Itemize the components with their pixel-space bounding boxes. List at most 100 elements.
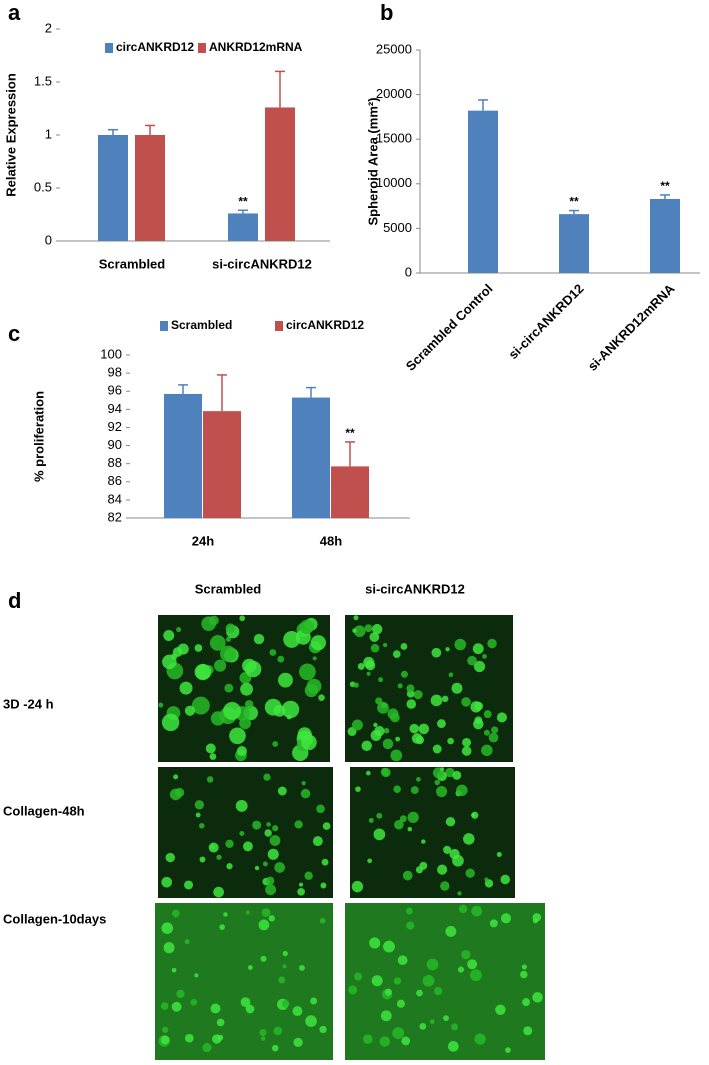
panel-label: a (8, 0, 21, 25)
cell (416, 989, 423, 997)
legend-swatch (160, 321, 168, 331)
cell (269, 835, 281, 846)
legend-swatch (105, 43, 113, 53)
cell (353, 615, 359, 621)
cell (395, 736, 401, 742)
cell (440, 881, 450, 891)
cell (219, 645, 237, 663)
cell (267, 848, 279, 860)
cell (496, 712, 508, 723)
cell (452, 854, 464, 867)
cell (264, 829, 272, 837)
legend-label: circANKRD12 (286, 318, 364, 332)
cell (272, 825, 279, 832)
y-axis-label: Spheroid Area (mm²) (365, 97, 380, 225)
bar (203, 411, 241, 518)
cell (194, 800, 205, 810)
cell (471, 811, 479, 819)
cell (437, 864, 448, 875)
cell (415, 866, 424, 874)
cell (206, 776, 214, 783)
cell (430, 694, 443, 707)
cell (319, 917, 326, 924)
cell (374, 726, 385, 737)
cell (298, 882, 304, 887)
cell (351, 880, 364, 893)
cell (184, 705, 196, 716)
micrograph (155, 903, 333, 1060)
cell (191, 696, 210, 715)
micrograph (345, 903, 545, 1060)
cell (445, 767, 455, 778)
cell (294, 820, 303, 829)
bar (292, 397, 330, 518)
cell (487, 638, 497, 649)
panel-label: b (380, 0, 393, 25)
cell (384, 988, 392, 996)
y-tick-label: 98 (108, 365, 122, 380)
cell (393, 977, 402, 985)
cell (209, 753, 217, 760)
cell (244, 699, 254, 709)
y-tick-label: 1 (45, 126, 52, 141)
cell (382, 642, 388, 648)
cell (205, 743, 216, 754)
legend-label: circANKRD12 (116, 40, 194, 54)
cell (465, 868, 475, 878)
bar (265, 107, 295, 241)
cell (371, 623, 383, 635)
cell (245, 910, 250, 915)
cell (273, 704, 286, 717)
cell (448, 672, 454, 678)
y-axis-label: Relative Expression (3, 73, 18, 197)
cell (368, 817, 374, 823)
cell (209, 635, 226, 651)
cell (194, 644, 203, 652)
cell (456, 784, 468, 797)
cell (400, 643, 408, 650)
cell (418, 723, 430, 735)
cell (482, 653, 487, 659)
bar (98, 135, 128, 241)
cell (396, 999, 406, 1008)
cell (352, 628, 357, 633)
cell (225, 839, 234, 848)
cell (282, 950, 288, 957)
cell (378, 677, 384, 683)
cell (281, 700, 300, 719)
cell (184, 1033, 194, 1043)
cell (240, 997, 251, 1008)
y-tick-label: 96 (108, 383, 122, 398)
legend-label: Scrambled (171, 318, 232, 332)
cell (458, 904, 468, 914)
cell (184, 939, 190, 945)
cell (505, 1047, 511, 1053)
cell (161, 922, 174, 934)
cell (225, 636, 231, 642)
cell (283, 630, 301, 648)
cell (500, 913, 512, 924)
cell (348, 985, 358, 995)
cell (481, 744, 493, 757)
cell (432, 744, 442, 754)
cell (379, 1036, 390, 1047)
cell (500, 874, 510, 885)
cell (353, 682, 359, 688)
cell (445, 817, 456, 827)
cell (162, 1026, 169, 1033)
cell (318, 694, 325, 701)
cell (224, 683, 234, 693)
cell (407, 826, 413, 832)
cell (293, 1037, 303, 1048)
cell (452, 770, 462, 780)
column-label: Scrambled (195, 581, 262, 596)
cell (436, 719, 446, 729)
cell (434, 986, 443, 996)
cell (173, 774, 179, 780)
cell (521, 964, 527, 970)
cell (390, 749, 403, 762)
cell (165, 852, 175, 863)
cell (163, 630, 175, 641)
cell (496, 852, 502, 858)
cell (365, 660, 376, 671)
